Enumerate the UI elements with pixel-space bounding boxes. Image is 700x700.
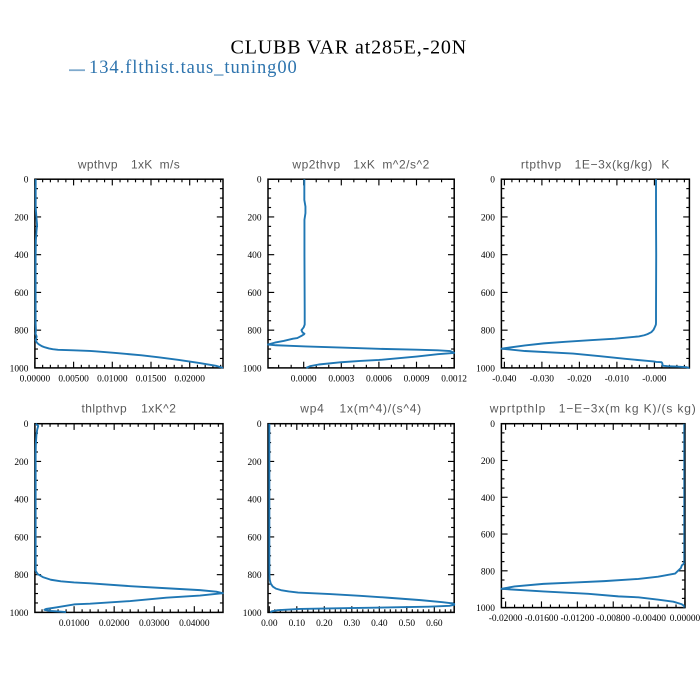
- svg-text:0.0012: 0.0012: [441, 374, 467, 384]
- svg-text:1000: 1000: [243, 609, 262, 619]
- svg-text:400: 400: [481, 251, 495, 261]
- svg-text:-0.01600: -0.01600: [525, 614, 559, 624]
- svg-text:600: 600: [481, 531, 495, 541]
- svg-text:800: 800: [481, 567, 495, 577]
- svg-text:0: 0: [24, 420, 29, 430]
- svg-text:200: 200: [247, 458, 261, 468]
- svg-text:0.04000: 0.04000: [179, 619, 210, 629]
- svg-text:0.0009: 0.0009: [404, 374, 430, 384]
- svg-text:0.0006: 0.0006: [366, 374, 392, 384]
- svg-text:1000: 1000: [243, 364, 262, 374]
- svg-text:600: 600: [247, 289, 261, 299]
- svg-text:600: 600: [481, 289, 495, 299]
- svg-text:0.01000: 0.01000: [59, 619, 90, 629]
- svg-text:-0.01200: -0.01200: [561, 614, 595, 624]
- svg-text:-0.010: -0.010: [605, 374, 630, 384]
- svg-text:400: 400: [247, 251, 261, 261]
- svg-text:1000: 1000: [10, 609, 29, 619]
- svg-text:800: 800: [247, 327, 261, 337]
- svg-text:600: 600: [14, 533, 28, 543]
- svg-text:0: 0: [257, 420, 262, 430]
- svg-text:400: 400: [481, 494, 495, 504]
- svg-text:200: 200: [481, 457, 495, 467]
- svg-text:0.02000: 0.02000: [99, 619, 130, 629]
- svg-text:CLUBB VAR at285E,-20N: CLUBB VAR at285E,-20N: [231, 37, 468, 59]
- svg-text:1000: 1000: [10, 364, 29, 374]
- svg-text:800: 800: [481, 327, 495, 337]
- svg-text:0: 0: [490, 420, 495, 430]
- svg-text:0: 0: [24, 176, 29, 186]
- svg-text:1000: 1000: [476, 604, 495, 614]
- svg-text:400: 400: [14, 496, 28, 506]
- svg-text:800: 800: [14, 571, 28, 581]
- svg-text:134.flthist.taus_tuning00: 134.flthist.taus_tuning00: [89, 58, 298, 78]
- svg-text:0.50: 0.50: [399, 619, 416, 629]
- svg-text:0.02000: 0.02000: [174, 374, 205, 384]
- svg-text:0.03000: 0.03000: [139, 619, 170, 629]
- svg-text:0: 0: [490, 176, 495, 186]
- svg-text:-0.00800: -0.00800: [596, 614, 630, 624]
- svg-text:200: 200: [14, 213, 28, 223]
- svg-text:0.0003: 0.0003: [328, 374, 354, 384]
- svg-text:0.60: 0.60: [426, 619, 443, 629]
- svg-text:0.40: 0.40: [371, 619, 388, 629]
- svg-text:0.00000: 0.00000: [20, 374, 51, 384]
- svg-text:0.20: 0.20: [316, 619, 333, 629]
- svg-text:1000: 1000: [476, 364, 495, 374]
- svg-text:0: 0: [257, 176, 262, 186]
- svg-text:0.30: 0.30: [344, 619, 361, 629]
- svg-text:-0.040: -0.040: [492, 374, 517, 384]
- svg-text:200: 200: [481, 213, 495, 223]
- svg-text:-0.020: -0.020: [567, 374, 592, 384]
- svg-text:800: 800: [14, 327, 28, 337]
- svg-text:0.0000: 0.0000: [291, 374, 317, 384]
- svg-text:-0.02000: -0.02000: [489, 614, 523, 624]
- svg-text:0.01500: 0.01500: [136, 374, 167, 384]
- svg-text:-0.00400: -0.00400: [632, 614, 666, 624]
- svg-text:0.10: 0.10: [289, 619, 306, 629]
- svg-text:-0.000: -0.000: [642, 374, 667, 384]
- svg-text:200: 200: [247, 213, 261, 223]
- svg-text:200: 200: [14, 458, 28, 468]
- svg-text:600: 600: [247, 533, 261, 543]
- svg-text:800: 800: [247, 571, 261, 581]
- svg-text:0.00000: 0.00000: [670, 614, 700, 624]
- svg-text:400: 400: [14, 251, 28, 261]
- svg-text:0.00500: 0.00500: [58, 374, 89, 384]
- svg-text:0.00: 0.00: [261, 619, 278, 629]
- svg-text:0.01000: 0.01000: [97, 374, 128, 384]
- svg-text:600: 600: [14, 289, 28, 299]
- svg-text:-0.030: -0.030: [530, 374, 555, 384]
- svg-text:400: 400: [247, 496, 261, 506]
